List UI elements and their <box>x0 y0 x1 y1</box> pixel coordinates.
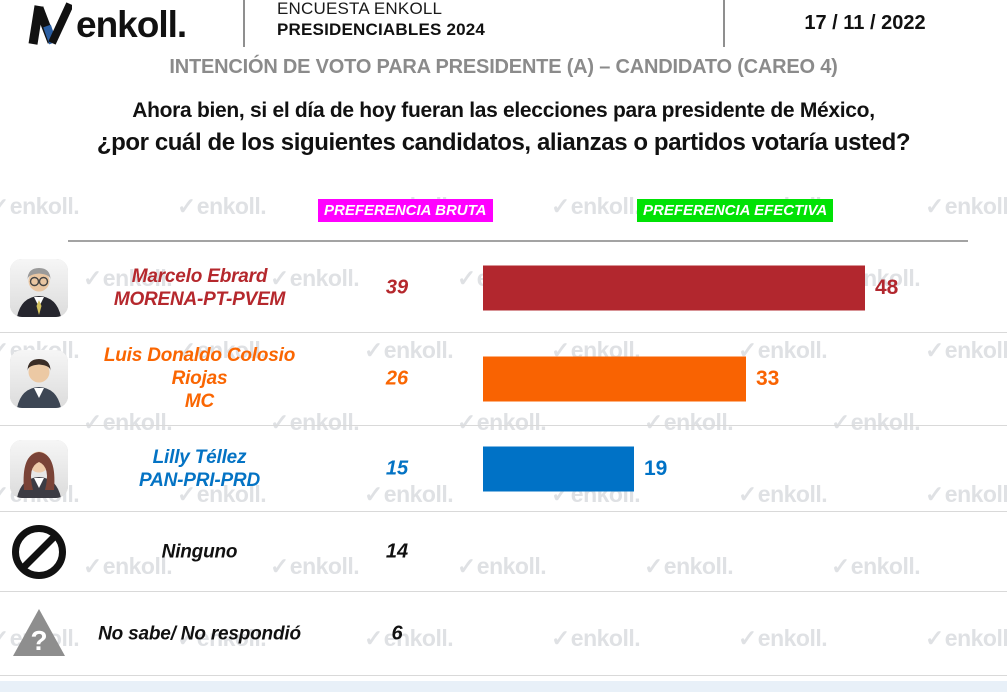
survey-heading: ENCUESTA ENKOLL PRESIDENCIABLES 2024 <box>277 0 485 41</box>
tellez-photo <box>10 439 68 498</box>
ebrard-photo <box>10 258 68 317</box>
enkoll-logo: enkoll. <box>28 2 187 48</box>
preferencia-bruta-value: 39 <box>385 276 409 298</box>
question-line-1: Ahora bien, si el día de hoy fueran las … <box>132 99 875 122</box>
question-line-2: ¿por cuál de los siguientes candidatos, … <box>96 129 911 156</box>
table-row: Ninguno 14 <box>0 512 1007 592</box>
preferencia-efectiva-bar <box>483 356 746 402</box>
candidate-name: Marcelo Ebrard MORENA-PT-PVEM <box>77 264 322 310</box>
candidate-name: Ninguno <box>161 540 238 562</box>
column-header-preferencia-bruta: PREFERENCIA BRUTA <box>318 199 493 222</box>
bottom-edge-strip <box>0 681 1007 692</box>
survey-date: 17 / 11 / 2022 <box>804 12 926 34</box>
preferencia-efectiva-bar <box>483 265 865 310</box>
table-row: Luis Donaldo Colosio Riojas MC 26 33 <box>0 333 1007 426</box>
candidate-party: MC <box>184 391 215 413</box>
question-mark-icon: ? <box>10 605 68 663</box>
header-divider-left <box>243 0 245 47</box>
colosio-photo <box>10 350 68 408</box>
survey-name: ENCUESTA ENKOLL <box>277 0 443 18</box>
candidate-name: Lilly Téllez PAN-PRI-PRD <box>77 445 322 491</box>
preferencia-efectiva-value: 48 <box>875 275 899 299</box>
table-row: Marcelo Ebrard MORENA-PT-PVEM 39 48 <box>0 243 1007 333</box>
page-title: INTENCIÓN DE VOTO PARA PRESIDENTE (A) – … <box>169 56 838 78</box>
header-divider-right <box>723 0 725 47</box>
candidate-name: Luis Donaldo Colosio Riojas MC <box>77 344 322 414</box>
candidate-party: PAN-PRI-PRD <box>139 469 260 491</box>
preferencia-bruta-value: 14 <box>385 540 409 562</box>
column-header-preferencia-efectiva: PREFERENCIA EFECTIVA <box>637 199 834 222</box>
logo-text: enkoll. <box>76 4 187 45</box>
table-row: ? No sabe/ No respondió 6 <box>0 592 1007 676</box>
preferencia-bruta-value: 26 <box>385 367 409 390</box>
preferencia-bruta-value: 6 <box>391 622 403 644</box>
preferencia-bruta-value: 15 <box>385 457 409 479</box>
no-symbol-icon <box>10 523 68 581</box>
candidate-name: No sabe/ No respondió <box>98 622 301 644</box>
svg-text:?: ? <box>30 625 47 656</box>
candidate-party: MORENA-PT-PVEM <box>113 288 286 310</box>
preferencia-efectiva-value: 33 <box>756 367 780 390</box>
survey-edition: PRESIDENCIABLES 2024 <box>277 20 486 40</box>
enkoll-logo-icon <box>28 2 72 45</box>
table-top-rule <box>68 240 968 242</box>
preferencia-efectiva-value: 19 <box>644 456 668 480</box>
table-row: Lilly Téllez PAN-PRI-PRD 15 19 <box>0 426 1007 512</box>
preferencia-efectiva-bar <box>483 446 634 491</box>
